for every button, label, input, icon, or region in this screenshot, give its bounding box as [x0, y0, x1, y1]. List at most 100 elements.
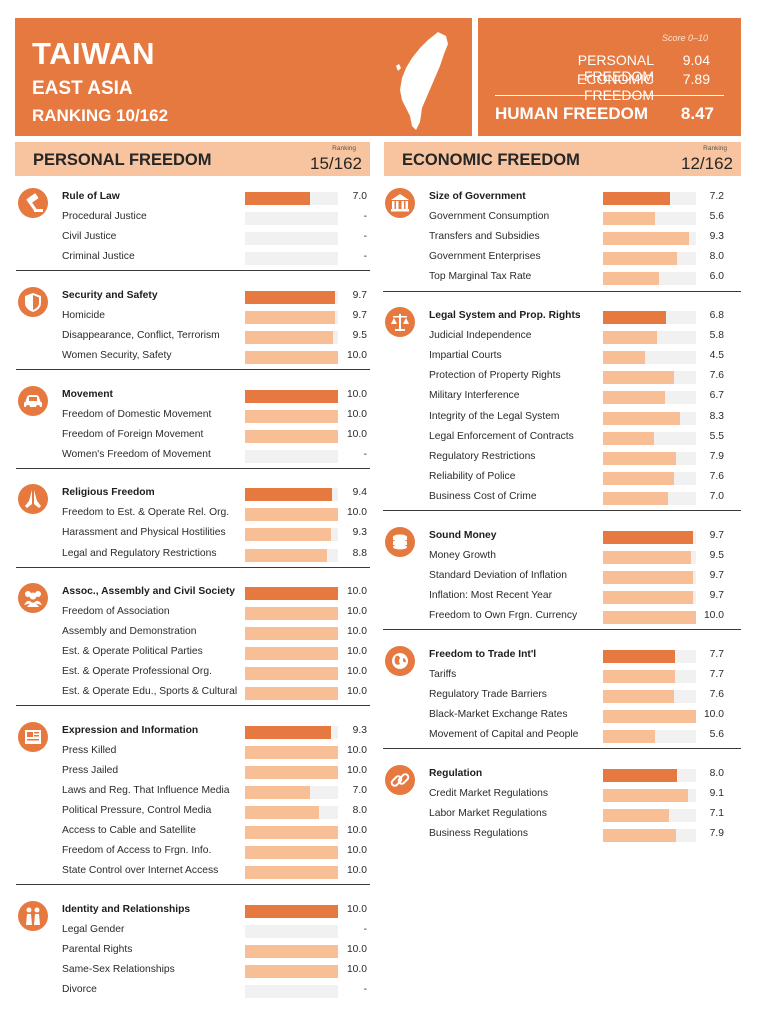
- globe-icon: [385, 645, 415, 676]
- subcategory-row: Parental Rights 10.0: [16, 941, 370, 961]
- category-name: Rule of Law: [62, 191, 120, 202]
- subcategory-row: Est. & Operate Professional Org. 10.0: [16, 663, 370, 683]
- score-bar-track: [245, 965, 338, 979]
- subcategory-row: Military Interference 6.7: [383, 387, 741, 407]
- score-value: 10.0: [346, 865, 367, 877]
- category-separator: [16, 270, 370, 272]
- subcategory-row: Est. & Operate Political Parties 10.0: [16, 643, 370, 663]
- subcategory-name: Top Marginal Tax Rate: [429, 271, 532, 283]
- couple-icon: [18, 901, 48, 932]
- personal-freedom-section-header: PERSONAL FREEDOM Ranking 15/162: [15, 142, 370, 176]
- score-bar: [245, 488, 333, 502]
- subcategory-name: Harassment and Physical Hostilities: [62, 527, 226, 539]
- region-name: EAST ASIA: [32, 78, 133, 99]
- score-bar-track: [603, 411, 696, 425]
- subcategory-row: Assembly and Demonstration 10.0: [16, 623, 370, 643]
- subcategory-row: Freedom of Domestic Movement 10.0: [16, 406, 370, 426]
- score-bar: [245, 607, 338, 621]
- score-bar: [245, 330, 334, 344]
- score-value: 7.7: [709, 668, 724, 680]
- coins-icon: [385, 526, 415, 557]
- score-bar: [603, 331, 657, 345]
- category-row: Legal System and Prop. Rights 6.8: [383, 307, 741, 327]
- score-value: 8.0: [709, 251, 724, 263]
- score-bar-track: [603, 311, 696, 325]
- score-bar-track: [245, 866, 338, 880]
- category-separator: [383, 510, 741, 512]
- score-bar: [603, 689, 674, 703]
- subcategory-row: Freedom to Est. & Operate Rel. Org. 10.0: [16, 504, 370, 524]
- score-bar-track: [245, 429, 338, 443]
- subcategory-row: Criminal Justice -: [16, 248, 370, 268]
- subcategory-name: Women Security, Safety: [62, 349, 172, 361]
- subcategory-row: Inflation: Most Recent Year 9.7: [383, 587, 741, 607]
- subcategory-name: Standard Deviation of Inflation: [429, 569, 567, 581]
- subcategory-row: Top Marginal Tax Rate 6.0: [383, 268, 741, 288]
- score-bar-track: [245, 806, 338, 820]
- subcategory-row: Legal Enforcement of Contracts 5.5: [383, 428, 741, 448]
- score-value: 9.7: [709, 529, 724, 541]
- subcategory-row: Movement of Capital and People 5.6: [383, 726, 741, 746]
- score-value: -: [363, 231, 367, 243]
- subcategory-row: Freedom to Own Frgn. Currency 10.0: [383, 607, 741, 627]
- score-value: 9.3: [352, 725, 367, 737]
- personal-freedom-score: 9.04: [682, 52, 710, 68]
- score-value: 9.3: [709, 231, 724, 243]
- score-value: 9.7: [709, 569, 724, 581]
- subcategory-row: Judicial Independence 5.8: [383, 327, 741, 347]
- category-row: Rule of Law 7.0: [16, 188, 370, 208]
- subcategory-name: Freedom to Est. & Operate Rel. Org.: [62, 507, 230, 519]
- score-bar: [245, 429, 338, 443]
- score-bar-track: [245, 627, 338, 641]
- score-bar-track: [245, 786, 338, 800]
- score-bar-track: [245, 548, 338, 562]
- subcategory-name: Transfers and Subsidies: [429, 231, 540, 243]
- score-value: 6.8: [709, 310, 724, 322]
- subcategory-name: Criminal Justice: [62, 251, 135, 263]
- score-bar-track: [245, 746, 338, 760]
- category-separator: [16, 884, 370, 886]
- subcategory-name: Freedom to Own Frgn. Currency: [429, 610, 578, 622]
- category-name: Freedom to Trade Int'l: [429, 648, 537, 660]
- score-bar-track: [245, 905, 338, 919]
- score-value: 10.0: [346, 666, 367, 678]
- score-bar-track: [603, 331, 696, 345]
- score-value: 9.4: [352, 487, 367, 499]
- score-bar: [245, 866, 338, 880]
- score-value: 10.0: [346, 745, 367, 757]
- score-value: 7.6: [709, 688, 724, 700]
- score-bar-track: [245, 449, 338, 463]
- score-bar-track: [245, 488, 338, 502]
- subcategory-name: Regulatory Trade Barriers: [429, 688, 547, 700]
- category-name: Identity and Relationships: [62, 904, 191, 916]
- score-value: 10.0: [346, 408, 367, 420]
- section-ranking: 12/162: [681, 154, 733, 173]
- category-name: Religious Freedom: [62, 487, 155, 499]
- score-bar-track: [245, 212, 338, 226]
- subcategory-name: Assembly and Demonstration: [62, 626, 197, 638]
- score-bar: [603, 192, 670, 205]
- score-bar-track: [245, 587, 338, 601]
- score-range: Score 0–10: [661, 33, 708, 43]
- category-block: Identity and Relationships 10.0 Legal Gend…: [16, 899, 370, 999]
- score-bar: [603, 391, 666, 405]
- score-bar-track: [603, 252, 696, 266]
- category-block: Legal System and Prop. Rights 6.8 Judicial…: [383, 305, 741, 512]
- subcategory-row: Protection of Property Rights 7.6: [383, 367, 741, 387]
- subcategory-name: Inflation: Most Recent Year: [429, 589, 553, 601]
- subcategory-name: Legal Gender: [62, 924, 125, 936]
- category-name: Legal System and Prop. Rights: [429, 310, 581, 322]
- score-bar-track: [603, 371, 696, 385]
- score-value: 10.0: [346, 964, 367, 976]
- score-bar: [245, 726, 332, 740]
- subcategory-name: State Control over Internet Access: [62, 865, 219, 877]
- category-block: Regulation 8.0 Credit Market Regulations 9.…: [383, 763, 741, 843]
- score-bar: [603, 311, 667, 325]
- score-bar-track: [245, 409, 338, 423]
- score-value: 9.7: [709, 589, 724, 601]
- score-value: 5.6: [709, 211, 724, 223]
- category-row: Sound Money 9.7: [383, 527, 741, 547]
- score-value: -: [363, 251, 367, 263]
- subcategory-row: Procedural Justice -: [16, 208, 370, 228]
- personal-freedom-label: PERSONAL FREEDOM: [577, 52, 654, 84]
